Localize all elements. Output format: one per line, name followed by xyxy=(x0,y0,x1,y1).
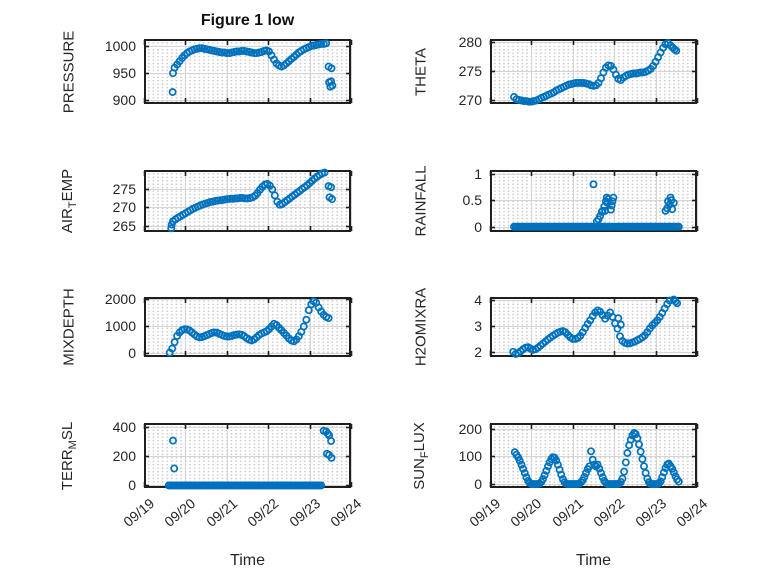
x-axis-label-right: Time xyxy=(576,552,611,569)
y-axis-label-rainfall: RAINFALL xyxy=(412,165,430,237)
y-axis-label-terr-msl: TERRMSL xyxy=(59,421,79,490)
ytick-label-theta: 275 xyxy=(458,63,482,80)
ytick-label-sun-flux: 200 xyxy=(458,420,482,437)
xtick-label: 09/22 xyxy=(244,495,282,530)
scatter-markers-rainfall xyxy=(510,180,683,231)
ytick-label-air-temp: 275 xyxy=(112,180,136,197)
xtick-label: 09/21 xyxy=(548,495,587,530)
y-axis-label-theta: THETA xyxy=(412,47,430,96)
ytick-label-h2omixra: 3 xyxy=(474,317,482,334)
plot-area-theta xyxy=(489,39,699,106)
ytick-label-mixdepth: 0 xyxy=(128,345,136,362)
plot-area-air-temp xyxy=(143,168,353,233)
scatter-markers-terr-msl xyxy=(164,426,336,490)
ytick-label-air-temp: 265 xyxy=(112,218,136,235)
axes-frame xyxy=(489,297,699,357)
ytick-label-sun-flux: 0 xyxy=(474,476,482,493)
scatter-markers-h2omixra xyxy=(509,295,682,358)
xtick-label: 09/20 xyxy=(507,495,545,530)
scatter-markers-pressure xyxy=(168,39,337,97)
ytick-label-h2omixra: 4 xyxy=(474,292,482,309)
xtick-label: 09/24 xyxy=(673,495,711,530)
xtick-label: 09/22 xyxy=(590,495,628,530)
ytick-label-rainfall: 0 xyxy=(474,218,482,235)
ytick-label-terr-msl: 400 xyxy=(112,418,136,435)
plot-area-pressure xyxy=(143,39,353,104)
ytick-label-h2omixra: 2 xyxy=(474,343,482,360)
ytick-label-terr-msl: 200 xyxy=(112,448,136,464)
axes-frame xyxy=(143,39,353,104)
ytick-label-pressure: 900 xyxy=(112,92,136,109)
ytick-label-air-temp: 270 xyxy=(112,199,136,216)
plot-area-h2omixra xyxy=(489,295,699,358)
ytick-label-rainfall: 0.5 xyxy=(462,192,482,209)
xtick-label: 09/20 xyxy=(161,495,199,530)
axes-frame xyxy=(143,170,353,232)
y-axis-label-sun-flux: SUNFLUX xyxy=(411,421,431,490)
ytick-label-mixdepth: 2000 xyxy=(104,291,136,308)
plot-area-rainfall xyxy=(489,170,699,232)
scatter-markers-mixdepth xyxy=(165,297,333,357)
xtick-label: 09/21 xyxy=(202,495,241,530)
x-axis-label-left: Time xyxy=(230,552,265,569)
ytick-label-terr-msl: 0 xyxy=(128,477,136,494)
scatter-markers-sun-flux xyxy=(510,429,683,489)
xtick-label: 09/23 xyxy=(631,495,669,530)
xtick-label: 09/23 xyxy=(285,495,323,530)
plot-area-terr-msl xyxy=(143,423,353,490)
plot-area-sun-flux xyxy=(489,423,699,489)
y-axis-label-pressure: PRESSURE xyxy=(60,30,78,113)
y-axis-label-air-temp: AIRTEMP xyxy=(59,168,79,234)
ytick-label-mixdepth: 1000 xyxy=(104,318,136,335)
ytick-label-pressure: 950 xyxy=(112,65,136,82)
figure-title: Figure 1 low xyxy=(200,12,295,29)
axes-frame xyxy=(143,297,353,357)
y-axis-label-mixdepth: MIXDEPTH xyxy=(60,288,78,366)
scatter-markers-theta xyxy=(510,39,681,106)
xtick-label: 09/24 xyxy=(327,495,365,530)
scatter-markers-air-temp xyxy=(167,168,336,233)
plot-area-mixdepth xyxy=(143,297,353,357)
ytick-label-theta: 280 xyxy=(458,33,482,50)
xtick-label: 09/19 xyxy=(120,495,158,530)
xtick-label: 09/19 xyxy=(466,495,504,530)
ytick-label-rainfall: 1 xyxy=(474,165,482,182)
y-axis-label-h2omixra: H2OMIXRA xyxy=(412,287,430,367)
ytick-label-sun-flux: 100 xyxy=(458,448,482,465)
axes-frame xyxy=(143,423,353,488)
ytick-label-theta: 270 xyxy=(458,92,482,109)
ytick-label-pressure: 1000 xyxy=(104,38,136,55)
